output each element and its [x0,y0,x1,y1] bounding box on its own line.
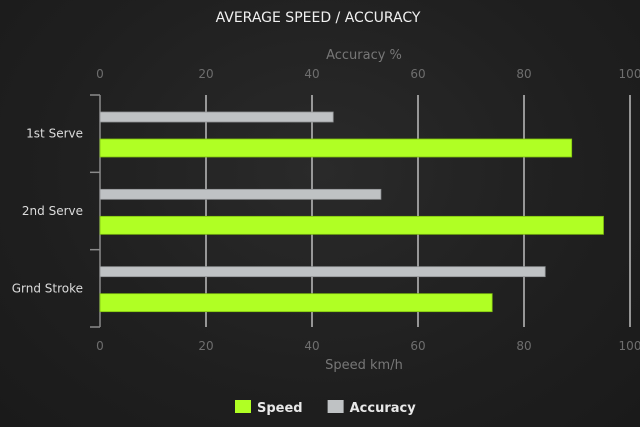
bottom-tick-label: 20 [198,339,213,353]
top-tick-label: 40 [304,67,319,81]
speed-bar [99,293,493,313]
speed-bar [99,215,604,235]
chart-title: AVERAGE SPEED / ACCURACY [216,10,421,26]
bottom-tick-label: 100 [619,339,640,353]
legend-label: Speed [257,401,303,416]
legend: Speed Accuracy [235,400,416,416]
bottom-tick-label: 0 [96,339,104,353]
top-tick-label: 20 [198,67,213,81]
accuracy-bar [99,111,334,123]
top-axis-title: Accuracy % [326,48,402,63]
top-tick-label: 100 [619,67,640,81]
category-label: Grnd Stroke [12,281,83,295]
legend-swatch [235,400,251,413]
legend-label: Accuracy [350,401,417,416]
top-tick-label: 80 [516,67,531,81]
bottom-tick-label: 80 [516,339,531,353]
top-tick-label: 0 [96,67,104,81]
accuracy-bar [99,188,382,200]
bottom-axis-title: Speed km/h [325,358,403,373]
speed-bar [99,138,573,158]
bottom-tick-label: 40 [304,339,319,353]
top-tick-label: 60 [410,67,425,81]
bottom-tick-label: 60 [410,339,425,353]
legend-swatch [327,400,344,413]
category-label: 2nd Serve [22,204,83,218]
category-label: 1st Serve [26,127,83,141]
accuracy-bar [99,266,546,278]
